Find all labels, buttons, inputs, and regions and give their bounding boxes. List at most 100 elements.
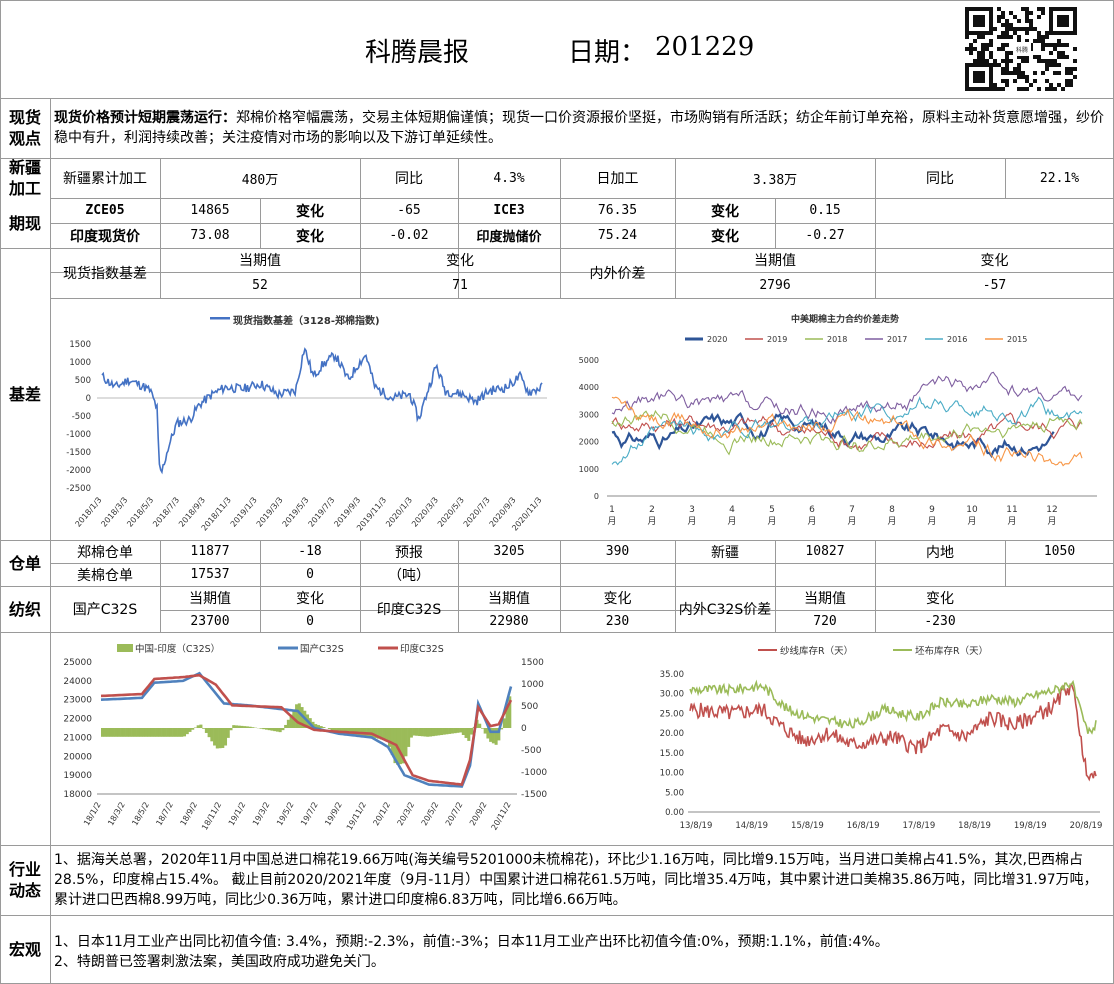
- warehouse-us-change: 0: [306, 567, 314, 582]
- series-cloth-inventory: [689, 679, 1097, 735]
- y-left-tick: 18000: [63, 790, 92, 800]
- y-tick-label: 5.00: [665, 788, 684, 798]
- spread-series-2020: [611, 411, 1055, 459]
- xj-yoy-label: 同比: [395, 171, 423, 187]
- y-tick-label: 0: [594, 492, 599, 501]
- y-tick-label: 4000: [579, 383, 599, 392]
- date-value: 201229: [655, 32, 755, 62]
- textile-spread-current-label: 当期值: [804, 591, 846, 607]
- spot-view-body: 郑棉价格窄幅震荡，交易主体短期偏谨慎；现货一口价资源报价坚挺，市场购销有所活跃；…: [54, 110, 1104, 146]
- y-left-tick: 23000: [63, 696, 92, 706]
- section-futures-label: 期现: [8, 213, 41, 233]
- textile-cn-change: 0: [306, 613, 314, 629]
- x-tick-label: 20/3/2: [396, 801, 417, 828]
- y-tick-label: 2000: [579, 438, 599, 447]
- y-right-tick: 1000: [521, 680, 544, 690]
- series-yarn-inventory: [689, 683, 1097, 782]
- warehouse-inland-label: 内地: [926, 544, 954, 561]
- y-tick-label: 30.00: [660, 690, 684, 700]
- legend-label: 2018: [827, 335, 847, 344]
- x-tick-label: 13/8/19: [680, 821, 713, 831]
- x-tick-label: 20/7/2: [444, 801, 465, 828]
- y-tick-label: 1000: [579, 465, 599, 474]
- textile-in-label: 印度C32S: [376, 602, 442, 618]
- spread-series-2017: [611, 371, 1083, 425]
- textile-cn-label: 国产C32S: [72, 602, 138, 618]
- x-tick-label: 12 月: [1046, 505, 1057, 527]
- basis-current2-label: 当期值: [754, 253, 796, 269]
- basis-spot-index-label: 现货指数基差: [63, 266, 147, 282]
- date-label: 日期：: [568, 38, 647, 68]
- y-left-tick: 22000: [63, 715, 92, 725]
- chart-title: 中美期棉主力合约价差走势: [791, 313, 899, 325]
- textile-in-current-label: 当期值: [488, 591, 530, 607]
- x-tick-label: 19/5/2: [275, 801, 296, 828]
- legend-label: 坯布库存R（天）: [915, 645, 988, 657]
- y-left-tick: 21000: [63, 733, 92, 743]
- legend-label: 2017: [887, 335, 907, 344]
- legend-label: 2015: [1007, 335, 1027, 344]
- x-tick-label: 18/3/2: [106, 801, 127, 828]
- x-tick-label: 20/9/2: [468, 801, 489, 828]
- futures-r2-change-label: 变化: [296, 228, 324, 245]
- section-textile-label: 纺织: [8, 599, 41, 619]
- qr-code: 科腾: [965, 6, 1077, 92]
- xj-yoy-value: 4.3%: [493, 170, 525, 186]
- futures-r1-price: 14865: [190, 203, 230, 218]
- warehouse-forecast-label: 预报: [395, 544, 423, 561]
- warehouse-xj-label: 新疆: [711, 544, 739, 561]
- x-tick-label: 18/7/2: [154, 801, 175, 828]
- warehouse-xj-value: 10827: [805, 544, 845, 559]
- textile-in-current: 22980: [489, 613, 529, 629]
- x-tick-label: 20/8/19: [1070, 821, 1103, 831]
- futures-r1-ticker: ZCE05: [85, 203, 125, 218]
- qr-caption: 科腾: [1016, 46, 1028, 54]
- y-tick-label: 1000: [69, 358, 91, 368]
- textile-cn-current-label: 当期值: [189, 591, 231, 607]
- futures-r1-change2-label: 变化: [711, 203, 739, 220]
- section-xinjiang-label: 新疆加工: [8, 158, 41, 198]
- section-macro: 宏观: [0, 915, 50, 984]
- legend-label: 中国-印度（C32S）: [135, 643, 220, 655]
- xj-yoy2-label: 同比: [926, 171, 954, 187]
- macro-line-1: 1、日本11月工业产出同比初值今值: 3.4%，预期:-2.3%，前值:-3%；…: [54, 934, 889, 950]
- basis-spread-label: 内外价差: [589, 266, 646, 282]
- xj-daily-value: 3.38万: [752, 172, 798, 188]
- y-tick-label: 1500: [69, 340, 91, 350]
- section-industry: 行业动态: [0, 845, 50, 915]
- futures-r1-price2: 76.35: [597, 203, 638, 218]
- x-tick-label: 19/7/2: [299, 801, 320, 828]
- textile-in-change-label: 变化: [603, 591, 632, 607]
- warehouse-us-label: 美棉仓单: [77, 567, 133, 584]
- warehouse-forecast-value: 3205: [493, 544, 525, 559]
- y-tick-label: -2000: [66, 466, 91, 476]
- warehouse-zce-value: 11877: [190, 544, 230, 559]
- section-warehouse-label: 仓单: [8, 553, 41, 573]
- y-tick-label: 0.00: [665, 808, 684, 818]
- y-right-tick: -1500: [521, 790, 547, 800]
- futures-r1-ticker2: ICE3: [493, 203, 525, 218]
- legend-label: 2016: [947, 335, 967, 344]
- spot-view-text: 现货价格预计短期震荡运行：郑棉价格窄幅震荡，交易主体短期偏谨慎；现货一口价资源报…: [54, 108, 1110, 148]
- macro-line-2: 2、特朗普已签署刺激法案，美国政府成功避免关门。: [54, 954, 385, 970]
- c32s-price-chart: 中国-印度（C32S） 国产C32S 印度C32S 25000 24000 23000 22…: [63, 643, 547, 832]
- basis-current-value: 52: [252, 277, 268, 293]
- report-title: 科腾晨报: [365, 38, 470, 68]
- textile-spread-current: 720: [813, 613, 837, 629]
- futures-r2-change2: -0.27: [805, 228, 845, 243]
- textile-cn-current: 23700: [190, 613, 230, 629]
- x-tick-label: 10 月: [966, 505, 978, 527]
- basis-change2-value: -57: [982, 277, 1007, 293]
- x-tick-label: 19/8/19: [1014, 821, 1047, 831]
- basis-current-label: 当期值: [239, 253, 281, 269]
- y-right-tick: 1500: [521, 658, 544, 668]
- x-tick-label: 18/8/19: [958, 821, 991, 831]
- y-tick-label: 5000: [579, 356, 599, 365]
